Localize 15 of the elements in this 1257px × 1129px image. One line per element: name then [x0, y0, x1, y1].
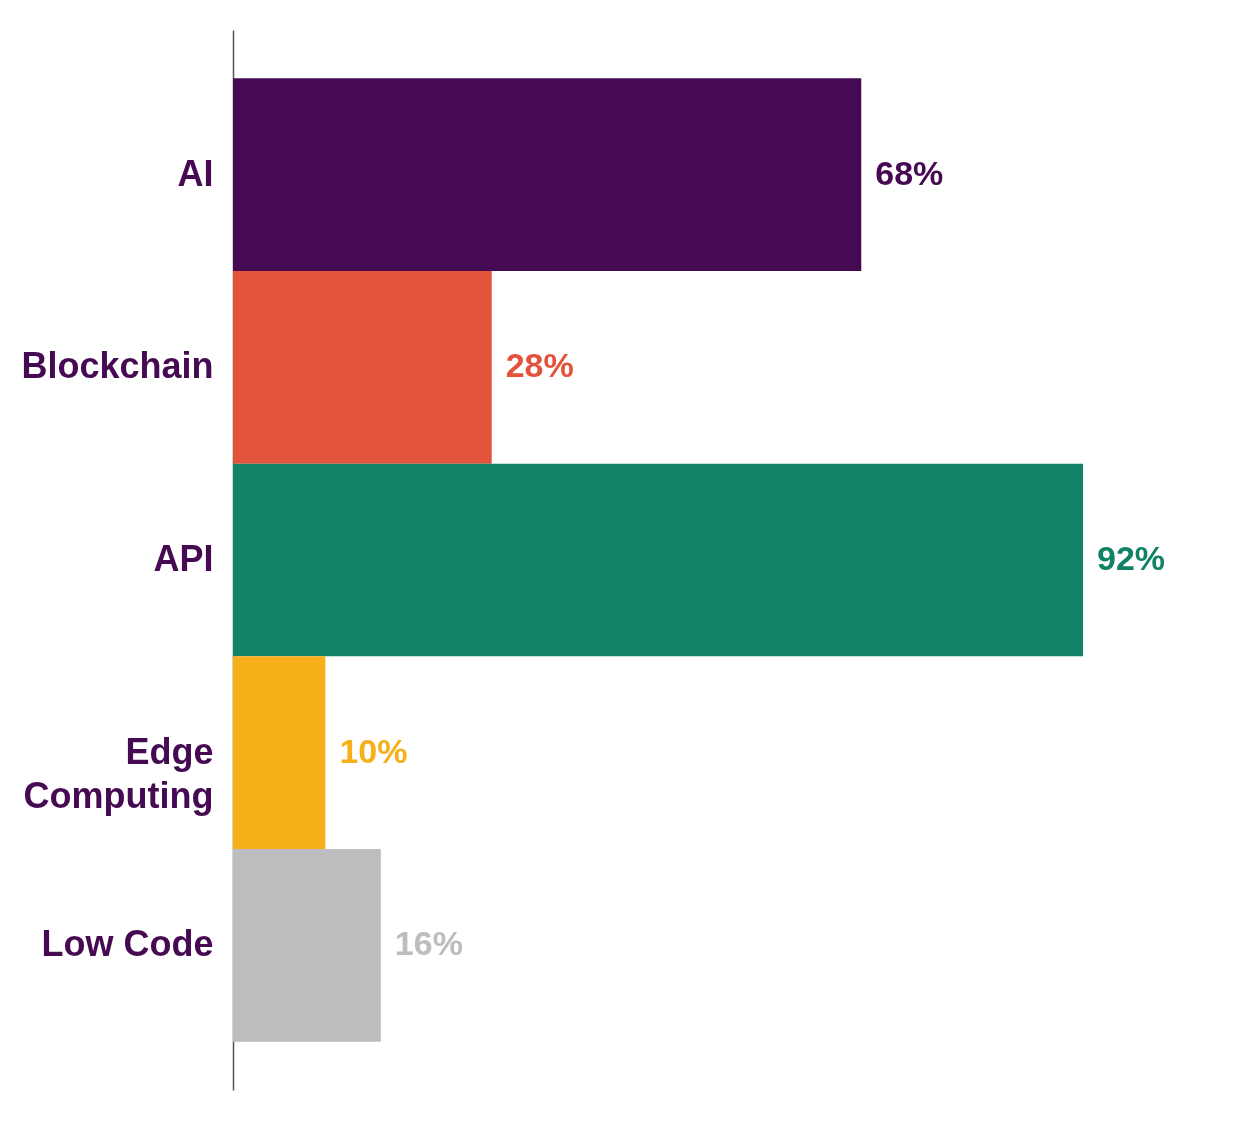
bar	[233, 270, 492, 464]
data-label: 16%	[394, 924, 463, 963]
bar	[233, 463, 1083, 657]
bar	[233, 656, 326, 850]
data-label: 28%	[505, 346, 574, 385]
data-label: 68%	[875, 153, 944, 192]
bar	[233, 78, 862, 271]
bar	[233, 849, 381, 1042]
y-tick-label: AI	[177, 152, 214, 194]
y-tick-label: Blockchain	[21, 345, 214, 387]
y-tick-label: Low Code	[41, 923, 214, 965]
data-label: 10%	[339, 731, 408, 770]
data-label: 92%	[1097, 539, 1166, 577]
y-tick-label: API	[153, 538, 214, 579]
y-tick-label: Edge Computing	[23, 730, 214, 816]
